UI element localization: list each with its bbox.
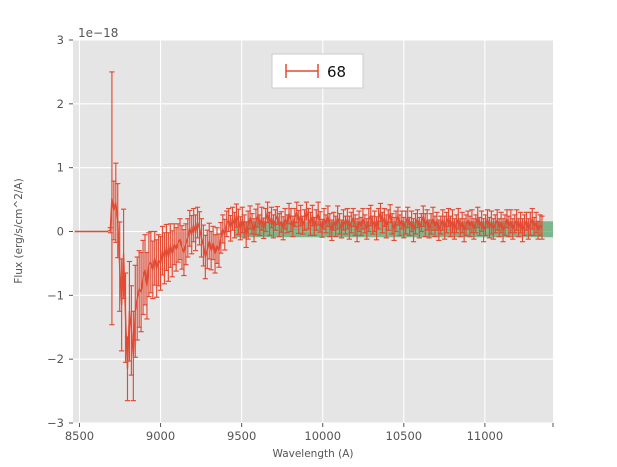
y-tick-label: 2 — [57, 97, 64, 111]
x-tick-label: 9500 — [227, 429, 256, 443]
x-tick-label: 10500 — [386, 429, 423, 443]
y-tick-label: −1 — [47, 288, 64, 302]
y-tick-label: 0 — [57, 225, 64, 239]
x-tick-label: 9000 — [146, 429, 175, 443]
x-tick-label: 8500 — [65, 429, 94, 443]
legend[interactable]: 68 — [271, 53, 364, 89]
y-axis-label: Flux (erg/s/cm^2/A) — [13, 178, 25, 283]
errorbar-series-68 — [74, 71, 545, 402]
axis-ticks — [69, 39, 554, 427]
y-tick-label: −3 — [47, 416, 64, 430]
y-tick-label: 3 — [57, 33, 64, 47]
y-tick-labels: −3 −2 −1 0 1 2 3 — [47, 33, 64, 430]
x-tick-label: 10000 — [304, 429, 341, 443]
legend-errorbar-icon — [285, 64, 319, 78]
x-axis-label: Wavelength (A) — [272, 448, 353, 460]
legend-label-68: 68 — [327, 63, 346, 81]
y-axis-offset-text: 1e−18 — [78, 26, 118, 40]
x-tick-labels: 8500 9000 9500 10000 10500 11000 — [65, 429, 503, 443]
x-tick-label: 11000 — [467, 429, 504, 443]
y-tick-label: −2 — [47, 352, 64, 366]
y-tick-label: 1 — [57, 161, 64, 175]
grid-lines — [73, 39, 553, 424]
